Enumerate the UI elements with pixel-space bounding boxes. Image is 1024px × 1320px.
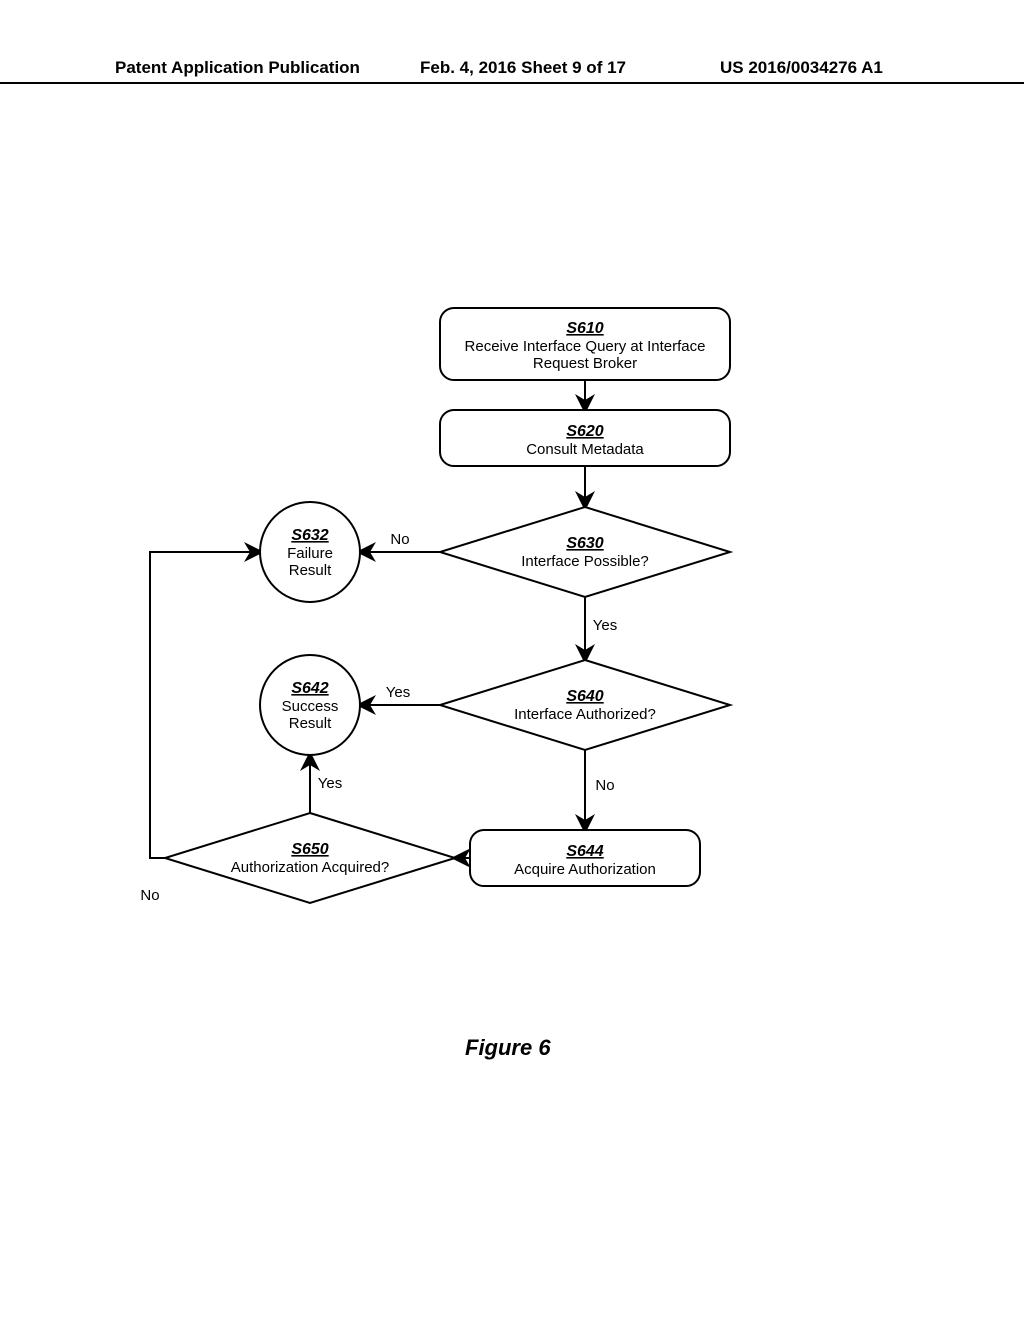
svg-text:Acquire Authorization: Acquire Authorization [514,861,656,878]
svg-text:S620: S620 [566,423,603,440]
svg-text:S630: S630 [566,535,603,552]
svg-text:S644: S644 [566,843,603,860]
svg-text:Yes: Yes [318,775,342,792]
svg-text:Request Broker: Request Broker [533,355,637,372]
figure-caption: Figure 6 [465,1035,551,1061]
node-s632: S632FailureResult [260,502,360,602]
edge-s630-s632: No [360,531,440,552]
edge-s640-s642: Yes [360,684,440,705]
node-s644: S644Acquire Authorization [470,830,700,886]
edge-s630-s640: Yes [585,597,617,660]
node-s642: S642SuccessResult [260,655,360,755]
svg-text:Receive Interface Query at Int: Receive Interface Query at Interface [465,338,706,355]
svg-text:No: No [140,887,159,904]
svg-text:Consult Metadata: Consult Metadata [526,441,644,458]
flowchart-svg: No Yes Yes No Yes No S610Receive Interface Qu… [0,0,1024,1320]
svg-text:S650: S650 [291,841,328,858]
svg-text:S610: S610 [566,320,603,337]
svg-text:No: No [595,777,614,794]
node-s630: S630Interface Possible? [440,507,730,597]
svg-text:Yes: Yes [386,684,410,701]
svg-text:Result: Result [289,562,332,579]
edge-s650-s642: Yes [310,755,342,813]
node-s610: S610Receive Interface Query at Interface… [440,308,730,380]
node-s640: S640Interface Authorized? [440,660,730,750]
svg-text:S642: S642 [291,680,328,697]
svg-text:Authorization Acquired?: Authorization Acquired? [231,859,389,876]
node-s650: S650Authorization Acquired? [165,813,455,903]
svg-text:Success: Success [282,698,339,715]
svg-text:No: No [390,531,409,548]
svg-text:Result: Result [289,715,332,732]
node-s620: S620Consult Metadata [440,410,730,466]
page: Patent Application Publication Feb. 4, 2… [0,0,1024,1320]
svg-text:Yes: Yes [593,617,617,634]
svg-text:Interface Authorized?: Interface Authorized? [514,706,656,723]
svg-text:S632: S632 [291,527,328,544]
svg-text:S640: S640 [566,688,603,705]
edge-s640-s644: No [585,750,615,830]
svg-text:Interface Possible?: Interface Possible? [521,553,649,570]
svg-text:Failure: Failure [287,545,333,562]
